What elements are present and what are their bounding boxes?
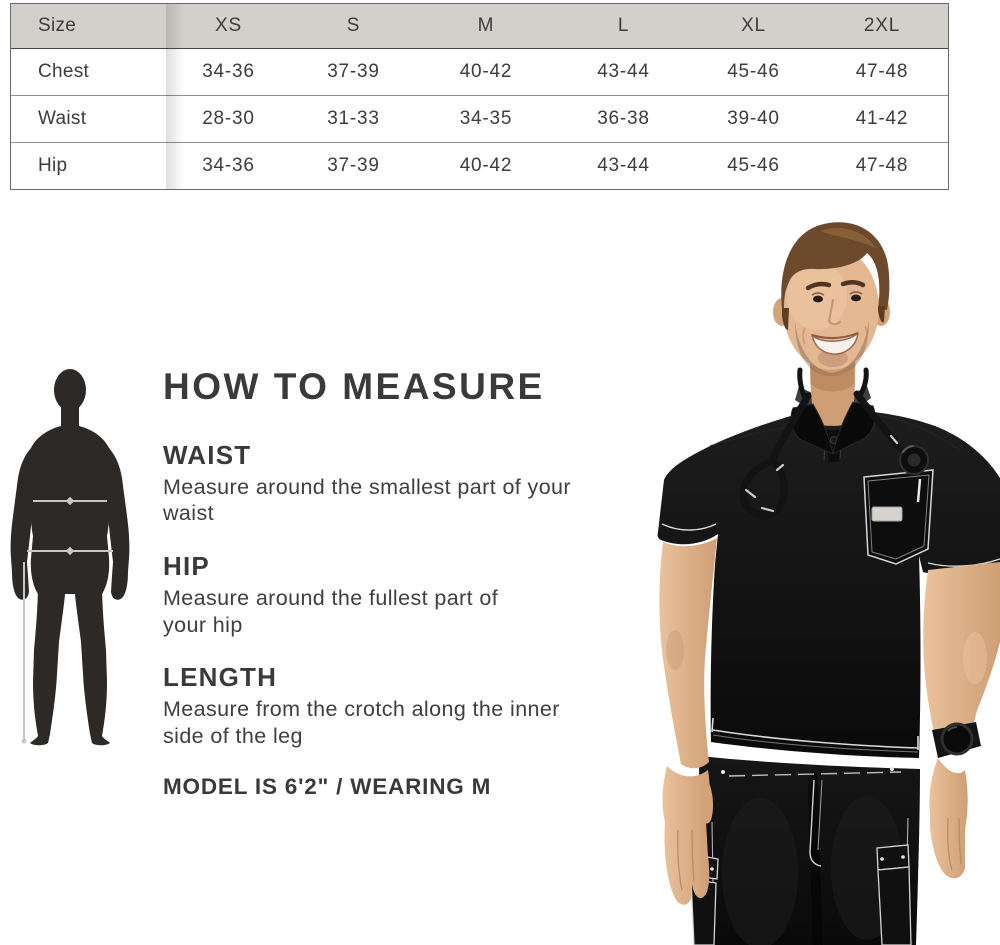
size-chart-cell: 31-33 (327, 108, 380, 129)
size-chart-cell: 39-40 (727, 108, 780, 129)
column-header-l: L (617, 15, 630, 36)
model-right-arm (923, 562, 1000, 879)
model-left-arm (659, 538, 717, 905)
column-header-2xl: 2XL (863, 15, 901, 36)
how-to-measure-section: HOW TO MEASURE WAIST Measure around the … (163, 366, 653, 800)
hip-heading: HIP (163, 551, 210, 582)
size-chart-cell: 34-36 (202, 61, 255, 82)
size-chart-cell: 37-39 (327, 61, 380, 82)
size-chart-cell: 43-44 (597, 155, 650, 176)
size-chart-cell: 40-42 (459, 155, 513, 176)
how-to-measure-title: HOW TO MEASURE (163, 366, 545, 407)
stethoscope (739, 367, 929, 519)
wrist-watch (932, 722, 981, 758)
column-header-s: S (346, 15, 361, 36)
waist-instructions: Measure around the smallest part of your… (163, 474, 571, 526)
pocket-tag (871, 506, 903, 522)
model-photo (615, 218, 1000, 945)
size-chart-cell: 34-35 (459, 108, 513, 129)
size-chart-cell: 47-48 (855, 61, 909, 82)
waist-measure-line (33, 496, 107, 506)
size-chart-cell: 47-48 (855, 155, 909, 176)
scrub-pants (689, 756, 920, 945)
length-heading: LENGTH (163, 662, 278, 693)
waist-heading: WAIST (163, 439, 252, 470)
size-chart-cell: 43-44 (597, 61, 650, 82)
length-instructions: Measure from the crotch along the inner … (163, 697, 560, 748)
model-size-note: MODEL IS 6'2" / WEARING M (163, 774, 492, 800)
length-measure-line (21, 562, 27, 744)
size-chart-cell: 28-30 (202, 108, 255, 129)
model-hair (781, 222, 890, 330)
size-chart-cell: 37-39 (327, 155, 380, 176)
model-photo-graphic (657, 222, 1000, 945)
size-chart-cell: 40-42 (459, 61, 513, 82)
row-label-hip: Hip (38, 155, 68, 176)
column-header-xs: XS (215, 15, 242, 36)
column-header-xl: XL (741, 15, 766, 36)
chest-pocket (863, 469, 934, 565)
row-label-chest: Chest (38, 61, 90, 82)
size-chart-cell: 34-36 (202, 155, 255, 176)
body-silhouette-graphic (10, 369, 130, 746)
size-chart-cell: 45-46 (727, 155, 780, 176)
size-chart-header-row: Size XS S M L XL 2XL (11, 4, 948, 49)
body-silhouette (10, 369, 130, 746)
hip-instructions: Measure around the fullest part of your … (163, 585, 499, 637)
size-chart-cell: 45-46 (727, 61, 780, 82)
size-chart-row-waist: Waist 28-30 31-33 34-35 36-38 39-40 41-4… (11, 95, 948, 142)
column-header-size: Size (38, 15, 77, 36)
column-header-m: M (477, 15, 495, 36)
size-chart-cell: 36-38 (597, 108, 650, 129)
cargo-pocket-right (876, 844, 912, 945)
size-chart-row-chest: Chest 34-36 37-39 40-42 43-44 45-46 47-4… (11, 49, 948, 95)
row-label-waist: Waist (38, 108, 87, 129)
size-chart-table: Size XS S M L XL 2XL Chest 34-36 37-39 4… (10, 3, 949, 190)
size-chart-cell: 41-42 (855, 108, 909, 129)
size-chart-row-hip: Hip 34-36 37-39 40-42 43-44 45-46 47-48 (11, 142, 948, 189)
measurement-figure (0, 366, 140, 751)
